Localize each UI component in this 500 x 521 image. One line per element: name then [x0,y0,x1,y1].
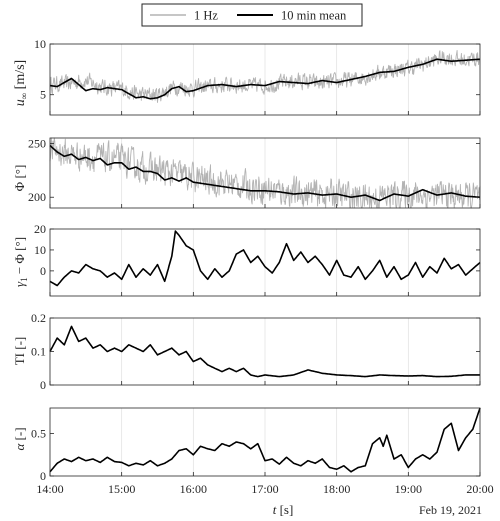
panel-shear-exponent: 00.5 α [-] [12,407,481,483]
ylabel-yaw-misalignment: γ1 − Φ [°] [12,237,29,287]
y-tick-label: 0 [40,264,46,278]
ylabel-wind-direction: Φ [°] [12,165,27,192]
x-tick-label: 15:00 [108,482,135,496]
series-shear-exponent [49,407,481,473]
legend-label-mean: 10 min mean [281,9,347,23]
ylabel-wind-speed: u∞ [m/s] [13,60,29,106]
panel-wind-direction: 200 250 Φ [°] [12,136,481,209]
yticks-yaw-misalignment: 0 10 20 [34,222,481,296]
y-tick-label: 0.2 [31,311,46,325]
yticks-wind-direction: 200 250 [28,136,481,208]
series-mean-wind-direction [49,144,480,202]
series-mean-wind-speed [49,58,481,100]
ylabel-shear-exponent: α [-] [12,427,27,450]
panel-wind-speed: 5 10 u∞ [m/s] [13,37,481,116]
series-mean-shear-exponent [49,407,481,473]
y-tick-label: 10 [34,37,46,51]
yticks-shear-exponent: 00.5 [31,427,481,483]
x-tick-labels: 14:00 15:00 16:00 17:00 18:00 19:00 20:00 [36,482,493,496]
legend-label-raw: 1 Hz [194,9,218,23]
y-tick-label: 0 [40,469,46,483]
series-turbulence-intensity [49,325,480,378]
series-raw-wind-speed [49,50,481,103]
x-tick-label: 14:00 [36,482,63,496]
y-tick-label: 10 [34,243,46,257]
series-yaw-misalignment [49,230,481,287]
x-axis-label: t [s] [273,502,294,517]
panel-turbulence-intensity: 0 0.1 0.2 TI [-] [12,311,481,392]
x-tick-label: 18:00 [323,482,350,496]
series-mean-yaw-misalignment [49,230,481,287]
ylabel-turbulence-intensity: TI [-] [12,337,27,366]
series-wind-direction [49,137,481,209]
series-wind-speed [49,50,481,103]
x-tick-label: 16:00 [180,482,207,496]
series-mean-turbulence-intensity [49,325,480,378]
x-tick-label: 17:00 [251,482,278,496]
y-tick-label: 0.5 [31,427,46,441]
legend: 1 Hz 10 min mean [141,3,363,27]
y-tick-label: 250 [28,136,46,150]
y-tick-label: 0.1 [31,345,46,359]
series-raw-wind-direction [49,137,481,209]
y-tick-label: 5 [40,88,46,102]
y-tick-label: 200 [28,190,46,204]
grid-wind-speed [121,44,409,115]
x-tick-label: 19:00 [395,482,422,496]
yticks-turbulence-intensity: 0 0.1 0.2 [31,311,481,392]
grid-shear-exponent [121,408,409,476]
x-tick-label: 20:00 [466,482,493,496]
x-date-label: Feb 19, 2021 [419,503,482,517]
panel-yaw-misalignment: 0 10 20 γ1 − Φ [°] [12,222,481,297]
y-tick-label: 0 [40,378,46,392]
y-tick-label: 20 [34,222,46,236]
grid-yaw-misalignment [121,229,409,296]
yticks-wind-speed: 5 10 [34,37,481,115]
